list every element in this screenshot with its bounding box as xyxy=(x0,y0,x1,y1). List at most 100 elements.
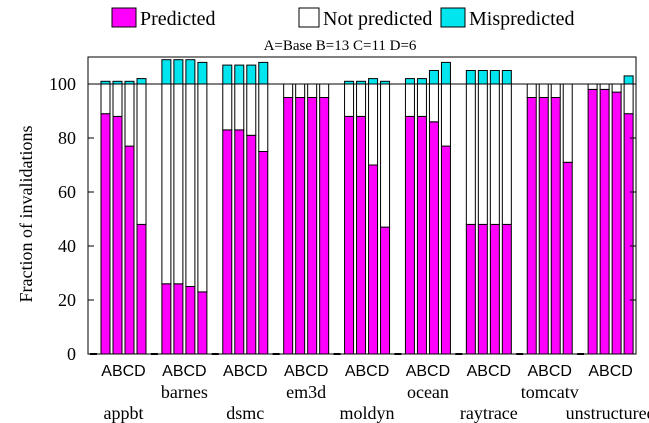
bar-moldyn-A-not-predicted xyxy=(344,83,355,117)
bar-barnes-B-not-predicted xyxy=(173,83,184,285)
benchmark-label-unstructured: unstructured xyxy=(566,403,649,423)
y-tick-label: 80 xyxy=(58,128,76,148)
bar-em3d-A-not-predicted xyxy=(283,83,294,98)
bar-dsmc-B-predicted xyxy=(234,129,245,355)
bar-appbt-C-not-predicted xyxy=(124,83,135,147)
bar-em3d-D-not-predicted xyxy=(319,83,330,98)
bar-tomcatv-A-predicted xyxy=(526,97,537,355)
bar-appbt-B-predicted xyxy=(112,115,123,355)
y-tick-label: 100 xyxy=(49,74,76,94)
bar-ocean-C-mispredicted xyxy=(428,70,439,85)
bar-barnes-C-mispredicted xyxy=(185,59,196,85)
bar-ocean-A-predicted xyxy=(404,115,415,355)
legend-swatch-not-predicted xyxy=(298,7,320,28)
bar-unstructured-D-not-predicted xyxy=(623,83,634,115)
variant-labels: ABCD xyxy=(345,363,389,380)
bar-raytrace-C-predicted xyxy=(489,223,500,355)
bar-dsmc-C-mispredicted xyxy=(246,64,257,85)
bar-raytrace-B-predicted xyxy=(477,223,488,355)
bar-dsmc-A-mispredicted xyxy=(222,64,233,85)
bar-unstructured-D-predicted xyxy=(623,113,634,355)
bar-unstructured-D-mispredicted xyxy=(623,75,634,85)
bar-unstructured-B-predicted xyxy=(599,88,610,355)
bar-barnes-B-predicted xyxy=(173,283,184,355)
bar-dsmc-D-not-predicted xyxy=(258,83,269,152)
benchmark-label-em3d: em3d xyxy=(286,382,326,402)
plot-area xyxy=(87,56,637,355)
bar-appbt-D-not-predicted xyxy=(136,83,147,225)
variant-labels: ABCD xyxy=(406,363,450,380)
bar-em3d-B-predicted xyxy=(295,97,306,355)
bar-appbt-D-mispredicted xyxy=(136,78,147,85)
bar-barnes-B-mispredicted xyxy=(173,59,184,85)
bar-ocean-B-mispredicted xyxy=(416,78,427,85)
bar-em3d-D-predicted xyxy=(319,97,330,355)
bar-dsmc-A-not-predicted xyxy=(222,83,233,131)
bar-barnes-D-predicted xyxy=(197,291,208,355)
bar-raytrace-D-mispredicted xyxy=(501,70,512,85)
bar-ocean-A-not-predicted xyxy=(404,83,415,117)
bar-ocean-B-not-predicted xyxy=(416,83,427,117)
bar-barnes-C-predicted xyxy=(185,286,196,355)
bar-unstructured-C-predicted xyxy=(611,91,622,355)
chart-subtitle: A=Base B=13 C=11 D=6 xyxy=(264,38,417,54)
bar-ocean-A-mispredicted xyxy=(404,78,415,85)
bar-unstructured-A-not-predicted xyxy=(587,83,598,90)
x-axis: ABCD appbt ABCD barnes ABCD dsmc ABCD em3d ABCD m… xyxy=(101,363,649,423)
y-tick-label: 60 xyxy=(58,182,76,202)
bar-moldyn-A-mispredicted xyxy=(344,80,355,85)
variant-labels: ABCD xyxy=(588,363,632,380)
bar-barnes-A-not-predicted xyxy=(161,83,172,285)
variant-labels: ABCD xyxy=(284,363,328,380)
bar-unstructured-B-not-predicted xyxy=(599,83,610,90)
legend: Predicted Not predicted Mispredicted xyxy=(111,7,575,30)
bar-raytrace-A-mispredicted xyxy=(465,70,476,85)
bar-dsmc-C-predicted xyxy=(246,134,257,355)
bar-appbt-D-predicted xyxy=(136,223,147,355)
bar-moldyn-C-mispredicted xyxy=(368,78,379,85)
bar-raytrace-A-predicted xyxy=(465,223,476,355)
bar-tomcatv-D-predicted xyxy=(562,161,573,355)
bar-tomcatv-C-predicted xyxy=(550,97,561,355)
bar-unstructured-A-predicted xyxy=(587,88,598,355)
bar-moldyn-C-not-predicted xyxy=(368,83,379,166)
variant-labels: ABCD xyxy=(162,363,206,380)
legend-swatch-mispredicted xyxy=(440,7,466,28)
bar-dsmc-B-mispredicted xyxy=(234,64,245,85)
y-tick-label: 0 xyxy=(67,344,76,364)
legend-swatch-predicted xyxy=(111,7,137,28)
benchmark-label-dsmc: dsmc xyxy=(226,403,264,423)
benchmark-label-moldyn: moldyn xyxy=(340,403,395,423)
bar-moldyn-B-mispredicted xyxy=(356,80,367,85)
bar-ocean-D-predicted xyxy=(440,145,451,355)
bar-appbt-C-mispredicted xyxy=(124,80,135,85)
bar-raytrace-D-predicted xyxy=(501,223,512,355)
bar-appbt-C-predicted xyxy=(124,145,135,355)
bar-raytrace-D-not-predicted xyxy=(501,83,512,225)
bar-raytrace-B-not-predicted xyxy=(477,83,488,225)
bar-dsmc-C-not-predicted xyxy=(246,83,257,136)
bar-raytrace-B-mispredicted xyxy=(477,70,488,85)
benchmark-label-barnes: barnes xyxy=(161,382,208,402)
bar-em3d-C-predicted xyxy=(307,97,318,355)
bar-barnes-C-not-predicted xyxy=(185,83,196,287)
bar-appbt-A-mispredicted xyxy=(100,80,111,85)
bar-em3d-B-not-predicted xyxy=(295,83,306,98)
bar-moldyn-D-not-predicted xyxy=(380,83,391,228)
y-tick-label: 40 xyxy=(58,236,76,256)
bar-unstructured-C-not-predicted xyxy=(611,83,622,93)
variant-labels: ABCD xyxy=(101,363,145,380)
benchmark-label-ocean: ocean xyxy=(407,382,449,402)
bar-raytrace-A-not-predicted xyxy=(465,83,476,225)
bar-dsmc-D-mispredicted xyxy=(258,61,269,85)
bar-tomcatv-C-not-predicted xyxy=(550,83,561,98)
bar-ocean-C-predicted xyxy=(428,121,439,355)
bar-barnes-A-mispredicted xyxy=(161,59,172,85)
bar-tomcatv-B-predicted xyxy=(538,97,549,355)
variant-labels: ABCD xyxy=(223,363,267,380)
bar-barnes-D-not-predicted xyxy=(197,83,208,293)
bar-raytrace-C-not-predicted xyxy=(489,83,500,225)
bar-ocean-B-predicted xyxy=(416,115,427,355)
bar-barnes-A-predicted xyxy=(161,283,172,355)
